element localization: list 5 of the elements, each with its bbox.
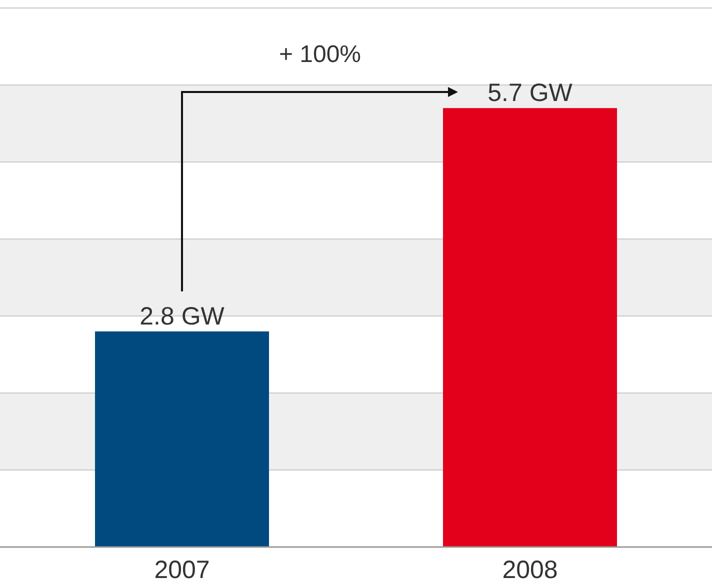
annotation: + 100% (278, 41, 362, 68)
data-label: 2.8 GW (140, 302, 225, 330)
x-tick-label: 2008 (502, 556, 558, 584)
x-tick-label: 2007 (154, 556, 210, 584)
data-label: 5.7 GW (488, 79, 573, 108)
